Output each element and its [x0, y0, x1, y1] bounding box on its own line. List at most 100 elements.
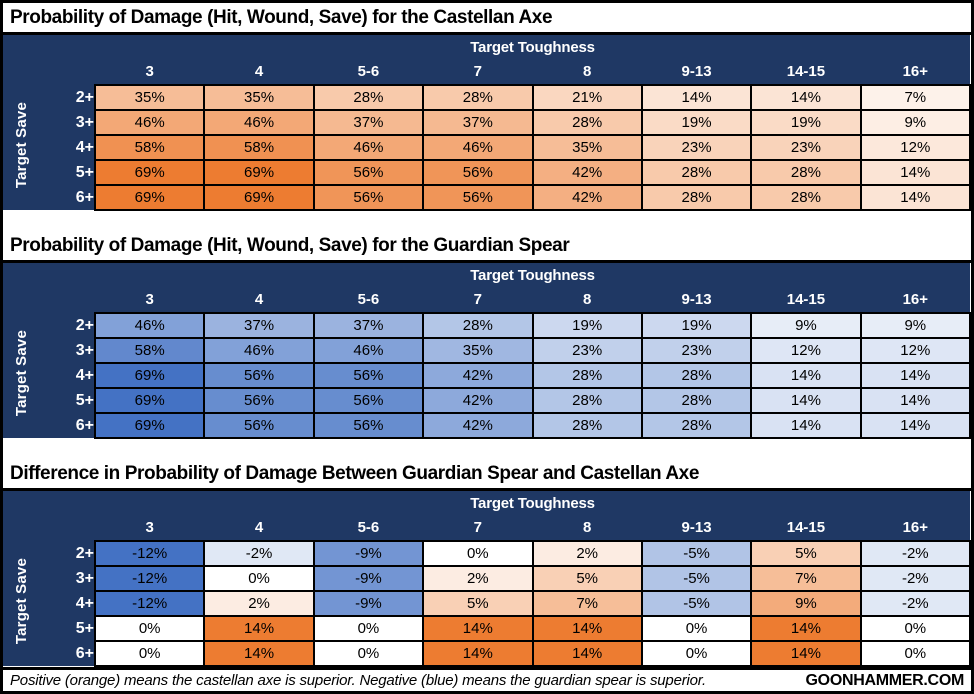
value-cell: 9%	[750, 312, 862, 339]
value-cell: 0%	[312, 640, 425, 667]
value-cell: 28%	[640, 412, 753, 439]
column-header-row: 3 4 5-6 7 8 9-13 14-15 16+	[3, 59, 970, 85]
table-row: 5+ 0% 14% 0% 14% 14% 0% 14% 0%	[3, 615, 971, 642]
value-cell: 42%	[422, 412, 534, 439]
row-header: 3+	[39, 338, 95, 363]
value-cell: 19%	[531, 312, 643, 339]
value-cell: 14%	[859, 159, 971, 186]
value-cell: 14%	[750, 362, 862, 389]
row-header: 3+	[39, 566, 95, 591]
value-cell: 19%	[640, 312, 753, 339]
value-cell: 56%	[312, 412, 425, 439]
value-cell: 69%	[203, 184, 315, 211]
value-cell: 35%	[203, 84, 315, 111]
value-cell: 14%	[859, 412, 971, 439]
value-cell: 12%	[859, 337, 971, 364]
value-cell: 46%	[312, 134, 425, 161]
value-cell: 56%	[422, 159, 534, 186]
table-row: 5+ 69% 69% 56% 56% 42% 28% 28% 14%	[3, 159, 971, 186]
value-cell: 56%	[203, 387, 315, 414]
value-cell: -2%	[859, 565, 971, 592]
value-cell: -9%	[312, 590, 425, 617]
column-header: 9-13	[641, 287, 752, 313]
value-cell: -5%	[640, 565, 753, 592]
value-cell: 14%	[859, 184, 971, 211]
value-cell: 9%	[750, 590, 862, 617]
column-header-row: 3 4 5-6 7 8 9-13 14-15 16+	[3, 287, 970, 313]
value-cell: 0%	[93, 640, 206, 667]
value-cell: 0%	[640, 615, 753, 642]
value-cell: 37%	[312, 312, 425, 339]
column-axis-label: Target Toughness	[95, 35, 970, 59]
column-header: 3	[95, 515, 205, 541]
castellan-axe-title: Probability of Damage (Hit, Wound, Save)…	[3, 3, 971, 35]
value-cell: 14%	[640, 84, 753, 111]
value-cell: 37%	[203, 312, 315, 339]
value-cell: 28%	[531, 362, 643, 389]
value-cell: 9%	[859, 312, 971, 339]
value-cell: 0%	[312, 615, 425, 642]
value-cell: 28%	[750, 184, 862, 211]
guardian-spear-table: Target Toughness 3 4 5-6 7 8 9-13 14-15 16+ Targe…	[3, 263, 971, 439]
row-header: 3+	[39, 110, 95, 135]
value-cell: 0%	[93, 615, 206, 642]
value-cell: 2%	[531, 540, 643, 567]
corner-spacer	[3, 491, 95, 515]
value-cell: 28%	[531, 412, 643, 439]
column-header-row: 3 4 5-6 7 8 9-13 14-15 16+	[3, 515, 970, 541]
column-axis-label: Target Toughness	[95, 263, 970, 287]
value-cell: 0%	[640, 640, 753, 667]
heatmap-table: Target Toughness 3 4 5-6 7 8 9-13 14-15 16+ Targe…	[3, 263, 971, 439]
value-cell: 2%	[203, 590, 315, 617]
value-cell: 42%	[531, 159, 643, 186]
value-cell: 23%	[750, 134, 862, 161]
column-header: 5-6	[313, 59, 424, 85]
column-header: 16+	[860, 515, 970, 541]
column-axis-row: Target Toughness	[3, 35, 970, 59]
value-cell: 69%	[93, 184, 206, 211]
column-header: 9-13	[641, 59, 752, 85]
footer: Positive (orange) means the castellan ax…	[3, 667, 971, 691]
value-cell: 58%	[93, 134, 206, 161]
guardian-spear-title: Probability of Damage (Hit, Wound, Save)…	[3, 231, 971, 263]
guardian-spear-section: Probability of Damage (Hit, Wound, Save)…	[3, 231, 971, 439]
column-header: 7	[423, 287, 533, 313]
table-row: Target Save 2+ 46% 37% 37% 28% 19% 19% 9% 9%	[3, 312, 971, 438]
value-cell: 56%	[422, 184, 534, 211]
row-header: 5+	[39, 160, 95, 185]
value-cell: 46%	[93, 109, 206, 136]
value-cell: 14%	[750, 387, 862, 414]
row-header: 2+	[39, 313, 95, 338]
row-header: 4+	[39, 135, 95, 160]
value-cell: -9%	[312, 540, 425, 567]
value-cell: 35%	[93, 84, 206, 111]
value-cell: 56%	[203, 412, 315, 439]
row-header: 6+	[39, 413, 95, 438]
value-cell: -9%	[312, 565, 425, 592]
value-cell: 46%	[93, 312, 206, 339]
value-cell: 69%	[93, 159, 206, 186]
value-cell: 0%	[422, 540, 534, 567]
value-cell: 56%	[312, 362, 425, 389]
value-cell: -5%	[640, 540, 753, 567]
value-cell: -12%	[93, 540, 206, 567]
value-cell: 28%	[422, 84, 534, 111]
value-cell: 21%	[531, 84, 643, 111]
value-cell: 14%	[859, 387, 971, 414]
column-header: 8	[532, 287, 642, 313]
value-cell: -2%	[859, 540, 971, 567]
column-header: 5-6	[313, 515, 424, 541]
column-header: 14-15	[751, 59, 861, 85]
row-axis-label: Target Save	[3, 313, 39, 438]
column-header: 16+	[860, 59, 970, 85]
value-cell: -2%	[859, 590, 971, 617]
value-cell: 12%	[750, 337, 862, 364]
table-row: 6+ 69% 69% 56% 56% 42% 28% 28% 14%	[3, 184, 971, 211]
value-cell: 14%	[750, 615, 862, 642]
table-row: 6+ 69% 56% 56% 42% 28% 28% 14% 14%	[3, 412, 971, 439]
row-header: 5+	[39, 388, 95, 413]
value-cell: 42%	[422, 362, 534, 389]
corner-spacer	[3, 287, 95, 313]
column-axis-row: Target Toughness	[3, 491, 970, 515]
column-header: 4	[204, 287, 314, 313]
